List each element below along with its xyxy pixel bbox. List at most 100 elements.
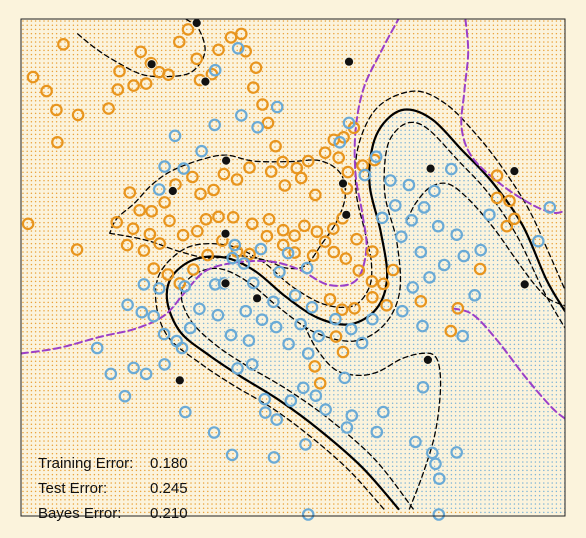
blue-point: [137, 278, 151, 291]
blue-point: [305, 300, 319, 314]
blue-point: [245, 358, 259, 371]
blue-point: [388, 199, 402, 212]
orange-point: [190, 52, 203, 66]
orange-point: [217, 167, 231, 181]
blue-point: [231, 362, 244, 375]
blue-point: [431, 219, 445, 233]
blue-point: [457, 249, 471, 263]
blue-point: [444, 162, 458, 176]
test-error-label: Test Error:: [38, 480, 108, 497]
orange-point: [139, 77, 153, 90]
blue-point: [225, 448, 239, 462]
margin-curve-3: [76, 19, 206, 78]
blue-point: [270, 100, 284, 114]
blue-point: [416, 380, 430, 394]
blue-point: [423, 271, 436, 284]
training-error-value: 0.180: [150, 455, 188, 472]
blue-point: [104, 367, 118, 381]
orange-point: [306, 249, 320, 262]
blue-point: [456, 329, 469, 343]
support-vector-point: [167, 185, 178, 197]
orange-point: [199, 213, 213, 226]
blue-point: [370, 425, 384, 439]
orange-point: [278, 179, 292, 192]
orange-point: [348, 301, 361, 315]
orange-point: [163, 214, 176, 228]
blue-point: [147, 309, 160, 323]
orange-point: [133, 204, 146, 217]
orange-point: [366, 290, 379, 304]
orange-point: [127, 79, 140, 92]
orange-point: [339, 252, 353, 265]
blue-point: [254, 242, 268, 256]
orange-point: [490, 169, 504, 182]
blue-point: [402, 178, 416, 192]
orange-point: [290, 161, 304, 175]
orange-point: [158, 196, 171, 209]
bayes-error-label: Bayes Error:: [38, 505, 122, 522]
test-error-value: 0.245: [150, 480, 188, 497]
orange-point: [235, 27, 248, 41]
bayes-boundary-9: [451, 307, 565, 420]
blue-point: [409, 435, 422, 449]
orange-point: [326, 222, 340, 235]
orange-point: [230, 173, 244, 186]
blue-point: [208, 118, 221, 132]
blue-point: [299, 438, 312, 451]
support-vector-point: [191, 17, 202, 29]
orange-point: [147, 262, 160, 275]
blue-point: [118, 389, 132, 403]
orange-point: [181, 23, 195, 36]
blue-point: [208, 278, 222, 291]
orange-point: [376, 277, 390, 291]
blue-point: [127, 361, 140, 375]
blue-point: [301, 508, 315, 521]
plot-border: [20, 18, 566, 517]
blue-point: [338, 371, 351, 385]
blue-point: [152, 183, 166, 196]
blue-point: [301, 347, 315, 360]
orange-point: [473, 262, 487, 276]
orange-point: [153, 237, 166, 250]
blue-point: [414, 245, 428, 259]
orange-point: [245, 217, 259, 231]
blue-point: [366, 312, 379, 326]
blue-point: [450, 228, 463, 241]
training-error-label: Training Error:: [38, 455, 134, 472]
blue-point: [158, 358, 171, 371]
bayes-boundary-7: [21, 19, 400, 355]
orange-point: [173, 35, 186, 49]
blue-point: [208, 63, 222, 77]
orange-point: [294, 171, 308, 185]
support-vector-point: [509, 166, 520, 177]
orange-point: [318, 146, 332, 159]
support-vector-point: [221, 155, 232, 166]
orange-point: [329, 330, 343, 343]
orange-point: [332, 151, 345, 164]
orange-point: [350, 232, 363, 246]
orange-point: [308, 188, 322, 202]
orange-point: [186, 170, 199, 184]
blue-point: [345, 409, 359, 422]
orange-point: [120, 238, 134, 252]
blue-point: [375, 211, 389, 225]
orange-point: [352, 264, 366, 277]
blue-point: [121, 298, 134, 312]
orange-point: [123, 186, 137, 199]
orange-point: [21, 217, 35, 231]
orange-point: [503, 194, 516, 208]
blue-point: [288, 288, 302, 302]
blue-point: [170, 334, 183, 348]
blue-point: [417, 201, 431, 214]
blue-point: [231, 41, 245, 55]
orange-point: [323, 292, 337, 306]
orange-point: [276, 223, 290, 237]
orange-point: [143, 227, 157, 241]
support-vector-point: [337, 178, 349, 189]
blue-point: [90, 341, 104, 355]
blue-point: [406, 281, 419, 294]
orange-point: [310, 225, 324, 238]
orange-point: [256, 98, 269, 111]
blue-point: [242, 334, 256, 347]
